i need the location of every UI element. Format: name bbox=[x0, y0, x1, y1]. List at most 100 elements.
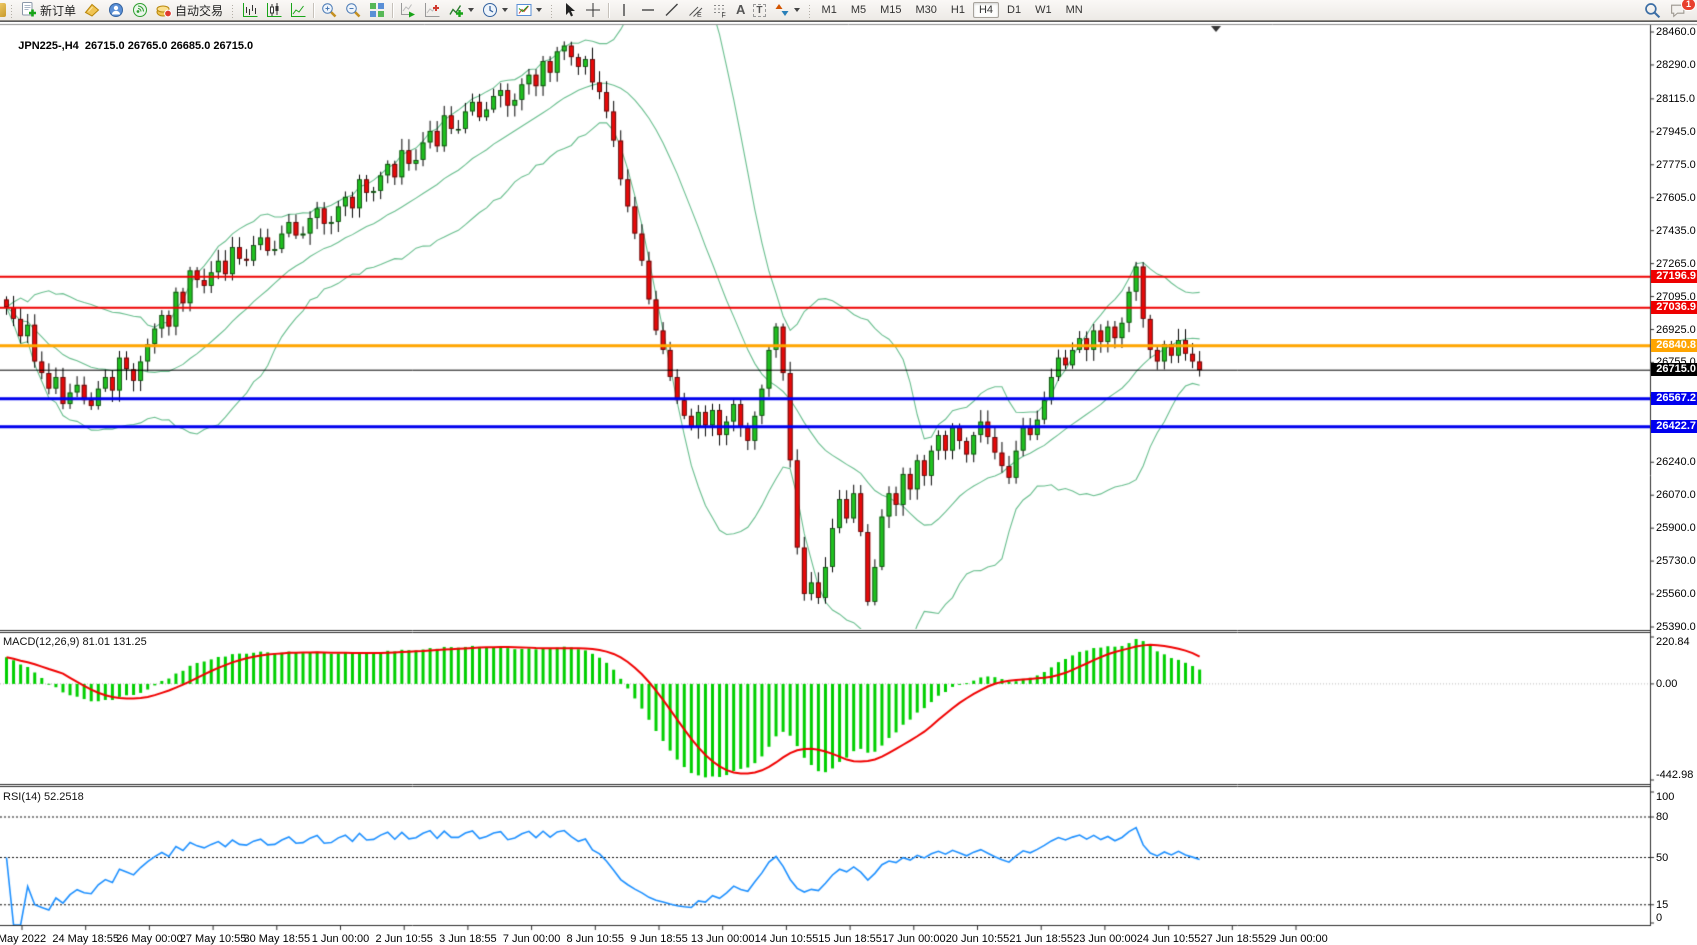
price-tick-label: 25900.0 bbox=[1656, 522, 1696, 535]
cursor-icon bbox=[561, 2, 577, 18]
price-tick-label: 27945.0 bbox=[1656, 125, 1696, 138]
signals-icon bbox=[132, 2, 148, 18]
candlestick-chart-button[interactable] bbox=[262, 0, 286, 20]
clock-icon bbox=[482, 2, 498, 18]
timeframe-toolbar: M1 M5 M15 M30 H1 H4 D1 W1 MN bbox=[815, 2, 1090, 18]
timeframe-button-M15[interactable]: M15 bbox=[880, 4, 902, 16]
rsi-axis-label: 0 bbox=[1656, 912, 1663, 924]
bar-chart-icon bbox=[242, 2, 258, 18]
toolbar-grip bbox=[806, 2, 812, 18]
timeframe-button-H1[interactable]: H1 bbox=[950, 4, 965, 16]
timeframe-button-W1[interactable]: W1 bbox=[1035, 4, 1052, 16]
indicators-icon bbox=[448, 2, 464, 18]
timeframe-button-MN[interactable]: MN bbox=[1065, 4, 1083, 16]
signals-button[interactable] bbox=[128, 0, 152, 20]
chart-ohlc-header: JPN225-,H4 26715.0 26765.0 26685.0 26715… bbox=[6, 28, 253, 64]
price-chart-canvas[interactable] bbox=[0, 22, 1697, 945]
chart-shift-button[interactable] bbox=[420, 0, 444, 20]
market-watch-button[interactable] bbox=[80, 0, 104, 20]
trendline-tool[interactable] bbox=[660, 0, 684, 20]
templates-button[interactable] bbox=[512, 0, 546, 20]
navigator-button[interactable] bbox=[104, 0, 128, 20]
line-chart-icon bbox=[290, 2, 306, 18]
chart-shift-icon bbox=[424, 2, 440, 18]
horizontal-line-tool[interactable] bbox=[636, 0, 660, 20]
zoom-out-icon bbox=[345, 2, 361, 18]
market-watch-icon bbox=[84, 2, 100, 18]
rsi-indicator-label: RSI(14) 52.2518 bbox=[3, 791, 84, 803]
time-axis-label: May 2022 bbox=[0, 933, 47, 945]
search-button[interactable] bbox=[1640, 0, 1665, 20]
time-axis-label: 23 Jun 00:00 bbox=[1073, 933, 1137, 945]
vertical-line-icon bbox=[616, 2, 632, 18]
arrows-icon bbox=[774, 2, 790, 18]
time-axis-label: 9 Jun 18:55 bbox=[630, 933, 688, 945]
time-axis-label: 3 Jun 18:55 bbox=[439, 933, 497, 945]
fibonacci-icon: F bbox=[712, 2, 728, 18]
text-label-tool[interactable]: T bbox=[749, 0, 769, 20]
macd-axis-label: 0.00 bbox=[1656, 677, 1678, 690]
zoom-in-icon bbox=[321, 2, 337, 18]
text-label-icon: T bbox=[753, 3, 766, 17]
rsi-axis-label: 80 bbox=[1656, 811, 1669, 823]
toolbar-separator bbox=[313, 2, 315, 18]
toolbar: 新订单 自动交易 E F A T bbox=[0, 0, 1697, 21]
timeframe-button-M30[interactable]: M30 bbox=[915, 4, 937, 16]
time-axis-label: 2 Jun 10:55 bbox=[375, 933, 433, 945]
timeframe-button-M5[interactable]: M5 bbox=[850, 4, 867, 16]
price-tick-label: 26240.0 bbox=[1656, 456, 1696, 469]
periods-button[interactable] bbox=[478, 0, 512, 20]
toolbar-grip bbox=[549, 2, 555, 18]
low-value: 26685.0 bbox=[170, 40, 211, 52]
price-level-badge: 26567.2 bbox=[1651, 391, 1697, 405]
macd-indicator-label: MACD(12,26,9) 81.01 131.25 bbox=[3, 636, 147, 648]
zoom-out-button[interactable] bbox=[341, 0, 365, 20]
time-axis-label: 13 Jun 00:00 bbox=[690, 933, 755, 945]
toolbar-grip bbox=[9, 2, 14, 18]
chat-button[interactable]: 1 bbox=[1665, 0, 1696, 20]
fibonacci-tool[interactable]: F bbox=[708, 0, 732, 20]
price-tick-label: 25560.0 bbox=[1656, 588, 1696, 601]
indicators-button[interactable] bbox=[444, 0, 478, 20]
time-axis-label: 29 Jun 00:00 bbox=[1264, 933, 1328, 945]
auto-trading-button[interactable]: 自动交易 bbox=[152, 0, 227, 20]
time-axis-label: 1 Jun 00:00 bbox=[311, 933, 370, 945]
cursor-button[interactable] bbox=[557, 0, 581, 20]
price-level-badge: 26422.7 bbox=[1651, 419, 1697, 433]
auto-scroll-button[interactable] bbox=[396, 0, 420, 20]
notification-badge: 1 bbox=[1681, 0, 1696, 11]
high-value: 26765.0 bbox=[127, 40, 168, 52]
new-order-button[interactable]: 新订单 bbox=[17, 0, 80, 20]
price-level-badge: 27036.9 bbox=[1651, 300, 1697, 314]
price-tick-label: 28460.0 bbox=[1656, 26, 1696, 38]
timeframe-button-H4[interactable]: H4 bbox=[972, 2, 1000, 18]
price-tick-label: 25730.0 bbox=[1656, 555, 1696, 568]
toolbar-separator bbox=[608, 2, 610, 18]
arrows-tool[interactable] bbox=[770, 0, 804, 20]
bar-chart-button[interactable] bbox=[238, 0, 262, 20]
crosshair-button[interactable] bbox=[581, 0, 605, 20]
svg-text:F: F bbox=[722, 13, 726, 19]
search-icon bbox=[1644, 2, 1661, 19]
rsi-axis-label: 50 bbox=[1656, 851, 1669, 864]
timeframe-button-D1[interactable]: D1 bbox=[1007, 4, 1022, 16]
price-tick-label: 27605.0 bbox=[1656, 191, 1696, 204]
tile-windows-button[interactable] bbox=[365, 0, 389, 20]
price-tick-label: 28290.0 bbox=[1656, 58, 1696, 71]
text-tool-icon: A bbox=[736, 2, 746, 17]
price-tick-label: 28115.0 bbox=[1656, 92, 1695, 105]
time-axis-label: 14 Jun 10:55 bbox=[754, 933, 819, 945]
zoom-in-button[interactable] bbox=[317, 0, 341, 20]
toolbar-grip bbox=[230, 2, 236, 18]
line-chart-button[interactable] bbox=[286, 0, 310, 20]
timeframe-button-M1[interactable]: M1 bbox=[821, 4, 837, 16]
equidistant-channel-tool[interactable]: E bbox=[684, 0, 708, 20]
price-level-badge: 27196.9 bbox=[1651, 269, 1697, 283]
time-axis-label: 20 Jun 10:55 bbox=[945, 933, 1010, 945]
vertical-line-tool[interactable] bbox=[612, 0, 636, 20]
text-tool[interactable]: A bbox=[732, 0, 749, 20]
time-axis-label: 24 Jun 10:55 bbox=[1136, 933, 1201, 945]
price-tick-label: 26925.0 bbox=[1656, 323, 1696, 336]
price-tick-label: 27265.0 bbox=[1656, 257, 1696, 270]
price-tick-label: 27435.0 bbox=[1656, 224, 1696, 237]
